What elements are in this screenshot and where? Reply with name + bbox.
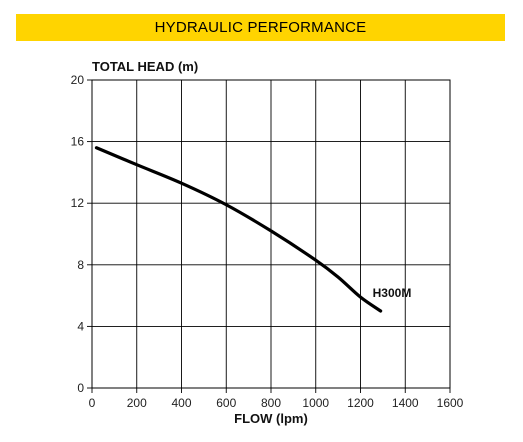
y-tick-label: 8 (77, 258, 84, 272)
grid-lines (91, 79, 451, 389)
chart-title-banner: HYDRAULIC PERFORMANCE (16, 14, 505, 41)
x-tick-label: 400 (171, 396, 191, 410)
x-tick-label: 600 (216, 396, 236, 410)
chart-title: HYDRAULIC PERFORMANCE (154, 19, 367, 36)
series-label-h300m: H300M (373, 286, 412, 300)
x-tick-label: 0 (89, 396, 96, 410)
x-tick-label: 1000 (302, 396, 329, 410)
y-tick-label: 0 (77, 381, 84, 395)
y-tick-label: 16 (71, 135, 85, 149)
x-tick-label: 1600 (437, 396, 464, 410)
x-tick-label: 200 (127, 396, 147, 410)
x-tick-label: 800 (261, 396, 281, 410)
x-tick-labels: 0 200 400 600 800 1000 1200 1400 1600 (89, 388, 464, 410)
x-tick-label: 1400 (392, 396, 419, 410)
series-line-h300m (94, 146, 383, 313)
y-tick-label: 4 (77, 319, 84, 333)
y-axis-title: TOTAL HEAD (m) (92, 59, 198, 74)
x-axis-title: FLOW (lpm) (234, 411, 308, 426)
y-tick-label: 12 (71, 196, 85, 210)
y-tick-label: 20 (71, 73, 85, 87)
x-tick-label: 1200 (347, 396, 374, 410)
series-group: H300M (94, 146, 412, 313)
y-tick-labels: 0 4 8 12 16 20 (71, 73, 92, 395)
